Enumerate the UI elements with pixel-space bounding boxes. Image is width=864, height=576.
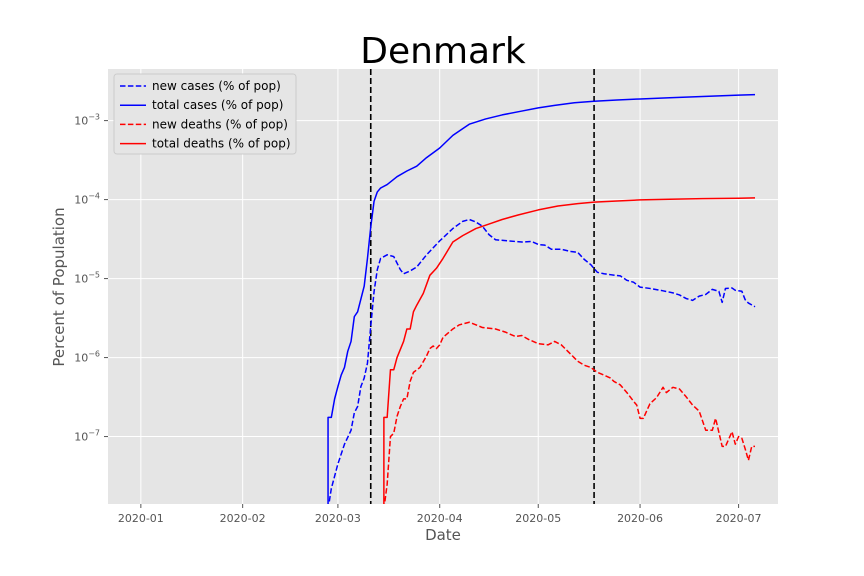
y-tick-label: 10−5 <box>74 271 100 286</box>
legend-box <box>113 73 297 155</box>
legend-entry: new cases (% of pop) <box>152 79 281 93</box>
x-axis-ticks: 2020-01 2020-02 2020-03 2020-04 2020-05 2020-… <box>118 504 762 525</box>
y-tick-base: 10 <box>74 431 88 444</box>
x-tick-label: 2020-04 <box>417 512 463 525</box>
legend-entry: total deaths (% of pop) <box>152 137 291 151</box>
y-tick-label: 10−7 <box>74 429 100 444</box>
series-line-2 <box>327 93 756 504</box>
series-line-4 <box>383 197 756 504</box>
y-tick-exponent: −5 <box>88 271 100 280</box>
y-tick-base: 10 <box>74 194 88 207</box>
legend-entry: new deaths (% of pop) <box>152 117 288 131</box>
y-tick-base: 10 <box>74 115 88 128</box>
x-tick-label: 2020-01 <box>118 512 164 525</box>
series-line-1 <box>328 218 756 504</box>
x-tick-label: 2020-06 <box>617 512 663 525</box>
x-tick-label: 2020-03 <box>315 512 361 525</box>
y-axis-ticks: 10−710−610−510−410−3 <box>74 113 108 444</box>
chart-title: Denmark <box>360 31 526 72</box>
grid <box>108 69 778 504</box>
y-tick-label: 10−3 <box>74 113 100 128</box>
y-tick-base: 10 <box>74 273 88 286</box>
y-tick-exponent: −3 <box>88 113 100 122</box>
x-axis-label: Date <box>425 526 461 544</box>
y-tick-exponent: −7 <box>88 429 100 438</box>
y-tick-exponent: −4 <box>88 192 100 201</box>
y-tick-exponent: −6 <box>88 350 100 359</box>
y-tick-base: 10 <box>74 352 88 365</box>
legend: new cases (% of pop) total cases (% of po… <box>113 73 297 155</box>
reference-lines <box>369 69 595 504</box>
x-tick-label: 2020-05 <box>515 512 561 525</box>
x-tick-label: 2020-02 <box>220 512 266 525</box>
x-tick-label: 2020-07 <box>716 512 762 525</box>
series-line-3 <box>383 321 756 504</box>
y-tick-label: 10−4 <box>74 192 100 207</box>
y-tick-label: 10−6 <box>74 350 100 365</box>
series-lines <box>327 93 756 504</box>
series-area <box>327 93 756 504</box>
y-axis-label: Percent of Population <box>50 207 68 366</box>
legend-entry: total cases (% of pop) <box>152 98 283 112</box>
